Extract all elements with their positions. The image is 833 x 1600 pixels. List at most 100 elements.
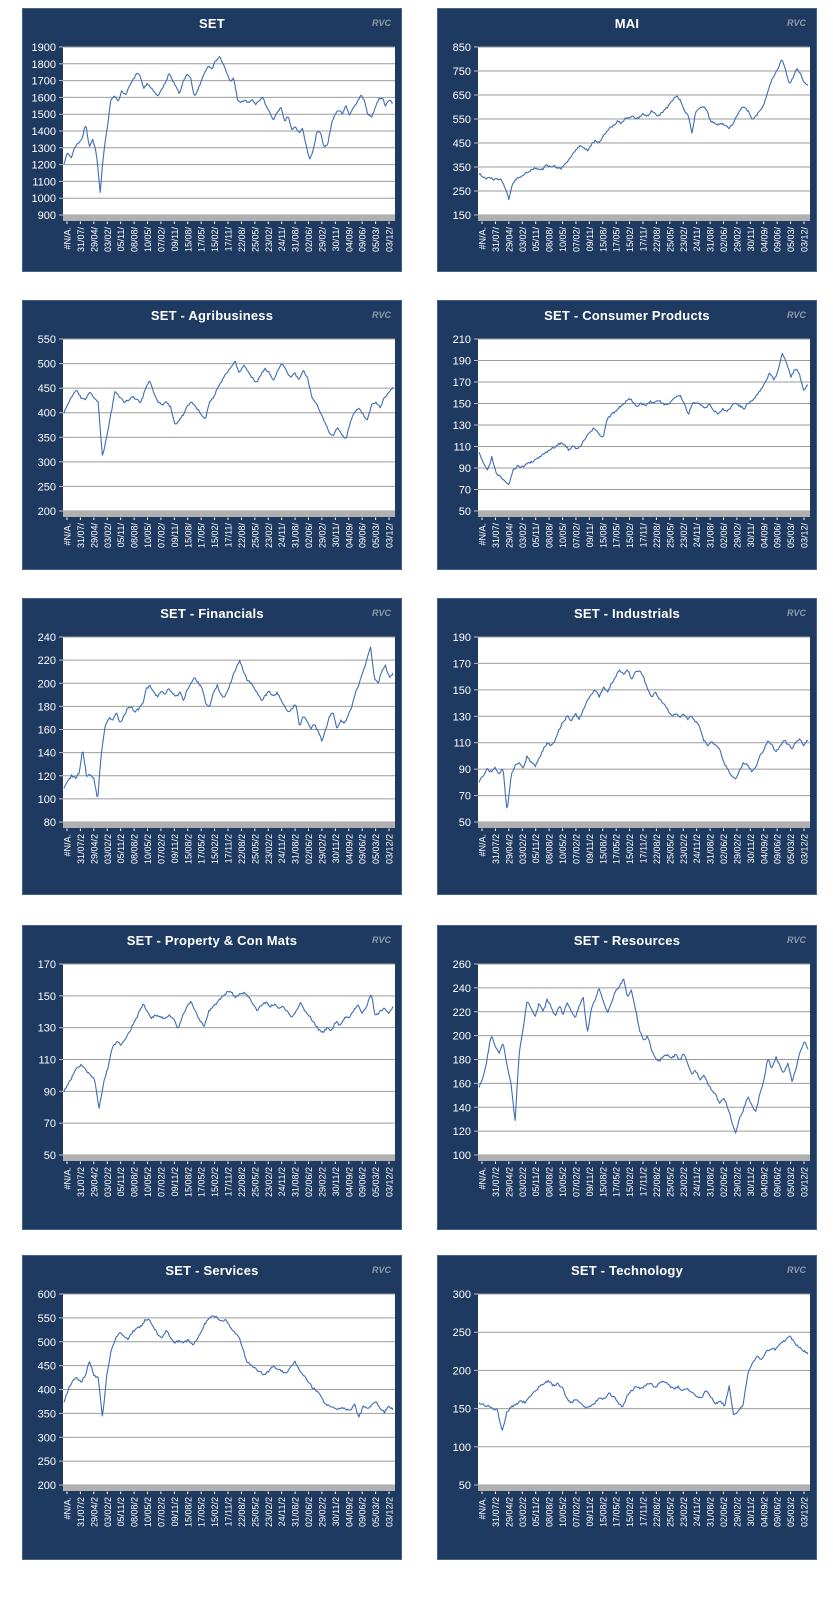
svg-text:220: 220 [453,1007,471,1019]
svg-text:15/02/: 15/02/ [625,227,635,253]
svg-text:50: 50 [459,817,471,829]
svg-text:07/02/2: 07/02/2 [156,1167,166,1197]
svg-text:03/12/2: 03/12/2 [385,1167,395,1197]
svg-text:22/08/: 22/08/ [237,523,247,549]
svg-text:10/05/: 10/05/ [558,523,568,549]
svg-text:250: 250 [453,1327,471,1339]
svg-text:31/07/: 31/07/ [491,227,501,253]
svg-text:30/11/2: 30/11/2 [746,1497,756,1526]
svg-text:#N/A.: #N/A. [63,1497,73,1520]
svg-text:90: 90 [459,764,471,776]
svg-text:25/05/2: 25/05/2 [665,1497,675,1527]
svg-text:31/08/: 31/08/ [706,523,716,549]
svg-text:09/06/2: 09/06/2 [773,1167,783,1197]
svg-text:02/06/2: 02/06/2 [304,1497,314,1527]
svg-text:130: 130 [38,1023,56,1035]
svg-text:300: 300 [38,1432,56,1444]
svg-text:#N/A.: #N/A. [478,227,488,250]
svg-text:150: 150 [453,399,471,411]
svg-text:29/02/: 29/02/ [732,523,742,549]
svg-text:1800: 1800 [32,59,56,71]
svg-text:05/03/2: 05/03/2 [786,834,796,864]
svg-text:100: 100 [38,794,56,806]
svg-text:08/08/: 08/08/ [130,227,140,253]
svg-text:25/05/2: 25/05/2 [665,1167,675,1197]
svg-text:31/08/2: 31/08/2 [291,1497,301,1527]
svg-text:29/02/2: 29/02/2 [317,1497,327,1527]
svg-text:31/08/2: 31/08/2 [291,834,301,864]
svg-text:22/08/: 22/08/ [652,523,662,549]
svg-text:07/02/: 07/02/ [156,227,166,253]
svg-text:250: 250 [38,1456,56,1468]
svg-text:05/11/2: 05/11/2 [116,834,126,863]
svg-text:05/11/: 05/11/ [531,523,541,548]
svg-text:22/08/2: 22/08/2 [652,834,662,864]
svg-text:05/11/2: 05/11/2 [531,1167,541,1196]
svg-text:30/11/2: 30/11/2 [331,1497,341,1526]
svg-text:02/06/2: 02/06/2 [719,1497,729,1527]
svg-text:08/08/2: 08/08/2 [130,1167,140,1197]
svg-text:09/11/2: 09/11/2 [170,834,180,863]
svg-text:200: 200 [453,1365,471,1377]
chart-header: SET - Services RVC [23,1256,401,1286]
svg-text:22/08/2: 22/08/2 [237,834,247,864]
svg-text:29/04/2: 29/04/2 [504,1167,514,1197]
svg-text:09/06/2: 09/06/2 [358,1497,368,1527]
svg-text:17/11/2: 17/11/2 [639,1167,649,1196]
svg-text:22/08/: 22/08/ [652,227,662,253]
svg-text:10/05/2: 10/05/2 [143,1497,153,1527]
chart-title: SET - Industrials [574,606,680,621]
svg-text:31/08/: 31/08/ [291,523,301,549]
svg-text:31/07/2: 31/07/2 [491,1497,501,1527]
svg-text:70: 70 [44,1118,56,1130]
svg-text:29/02/: 29/02/ [732,227,742,253]
svg-text:17/05/: 17/05/ [197,227,207,253]
svg-text:1300: 1300 [32,143,56,155]
svg-text:05/11/2: 05/11/2 [531,1497,541,1526]
svg-text:23/02/2: 23/02/2 [264,1497,274,1527]
svg-text:09/06/: 09/06/ [358,227,368,253]
svg-text:#N/A.: #N/A. [478,1167,488,1190]
svg-text:08/08/: 08/08/ [545,523,555,549]
svg-text:08/08/2: 08/08/2 [545,1497,555,1527]
watermark-rvc: RVC [371,1265,391,1275]
svg-text:25/05/2: 25/05/2 [250,1497,260,1527]
svg-text:24/11/: 24/11/ [277,227,287,252]
svg-text:180: 180 [38,701,56,713]
svg-text:02/06/2: 02/06/2 [719,1167,729,1197]
svg-text:200: 200 [38,1480,56,1492]
svg-text:1700: 1700 [32,76,56,88]
svg-text:09/06/: 09/06/ [358,523,368,549]
svg-text:130: 130 [453,711,471,723]
chart-header: SET - Agribusiness RVC [23,301,401,331]
svg-text:850: 850 [453,42,471,54]
svg-text:23/02/2: 23/02/2 [679,1497,689,1527]
svg-text:31/07/2: 31/07/2 [76,834,86,864]
svg-text:23/02/: 23/02/ [679,523,689,549]
chart-title: SET - Agribusiness [150,308,274,323]
svg-text:29/02/2: 29/02/2 [317,834,327,864]
svg-text:1600: 1600 [32,92,56,104]
svg-text:23/02/: 23/02/ [264,227,274,253]
svg-text:240: 240 [38,632,56,644]
svg-text:02/06/: 02/06/ [719,227,729,253]
chart-header: SET - Industrials RVC [438,599,816,629]
svg-text:03/12/2: 03/12/2 [800,1167,810,1197]
svg-text:05/11/2: 05/11/2 [116,1497,126,1526]
svg-text:15/08/2: 15/08/2 [598,1497,608,1527]
svg-text:04/09/2: 04/09/2 [344,1167,354,1197]
watermark-rvc: RVC [371,310,391,320]
svg-text:31/07/2: 31/07/2 [491,1167,501,1197]
svg-text:22/08/: 22/08/ [237,227,247,253]
svg-text:23/02/: 23/02/ [264,523,274,549]
svg-text:31/07/: 31/07/ [76,227,86,253]
svg-text:130: 130 [453,420,471,432]
svg-text:07/02/2: 07/02/2 [571,834,581,864]
svg-text:17/11/: 17/11/ [224,523,234,548]
svg-text:17/05/2: 17/05/2 [197,1497,207,1527]
svg-text:22/08/2: 22/08/2 [237,1167,247,1197]
chart-panel: SET RVC 900 1000 1100 1200 1300 1400 1500 1600 1… [22,8,402,272]
svg-text:24/11/2: 24/11/2 [692,834,702,863]
svg-text:550: 550 [38,1313,56,1325]
svg-text:07/02/: 07/02/ [571,523,581,549]
